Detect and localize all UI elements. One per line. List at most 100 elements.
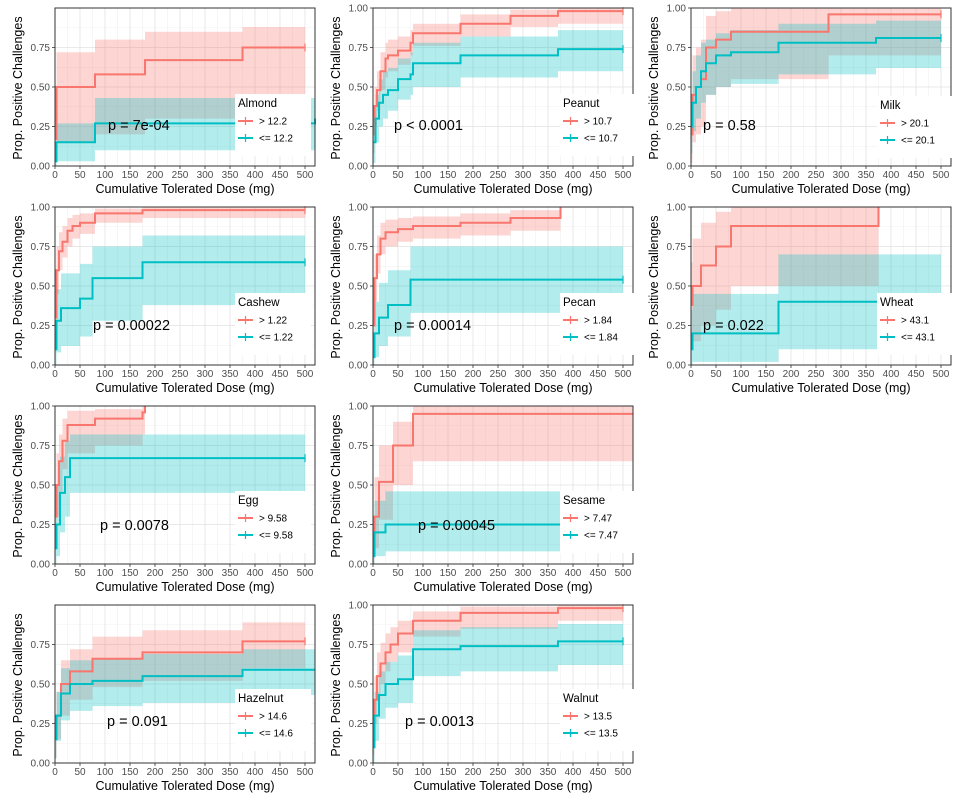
x-tick-label: 200 (147, 767, 164, 778)
survival-curve-low (373, 640, 623, 749)
x-axis-title: Cumulative Tolerated Dose (mg) (95, 381, 274, 395)
p-value-label: p < 0.0001 (394, 118, 463, 134)
legend-label: <= 43.1 (901, 333, 935, 344)
legend-label: <= 9.58 (259, 531, 293, 542)
y-tick-label: 0.00 (667, 162, 687, 173)
x-tick-label: 200 (783, 170, 800, 181)
x-tick-label: 400 (883, 369, 900, 380)
legend-label: > 43.1 (901, 316, 930, 327)
x-tick-label: 150 (122, 369, 139, 380)
y-tick-label: 1.00 (349, 601, 369, 612)
legend-label: <= 1.84 (584, 333, 618, 344)
legend-egg: Egg> 9.58 <= 9.58 (235, 491, 311, 553)
survival-curve-low (55, 668, 315, 741)
x-axis-title: Cumulative Tolerated Dose (mg) (95, 580, 274, 594)
legend-label: <= 1.22 (259, 333, 293, 344)
x-tick-label: 250 (808, 369, 825, 380)
x-tick-label: 100 (733, 369, 750, 380)
legend-milk: Milk> 20.1 <= 20.1 (877, 96, 953, 158)
survival-curve-low (691, 300, 941, 351)
legend-background (560, 293, 636, 355)
ci-band-high (373, 8, 623, 154)
survival-curve-low (55, 118, 316, 163)
survival-curve-high (55, 406, 146, 518)
legend-peanut: Peanut > 10.7 <= 10.7 (560, 94, 636, 156)
x-tick-label: 250 (172, 170, 189, 181)
x-tick-label: 400 (565, 767, 582, 778)
x-tick-label: 500 (615, 170, 632, 181)
legend-label: > 1.84 (584, 316, 613, 327)
survival-curve-low (373, 48, 623, 144)
y-tick-label: 0.50 (31, 481, 51, 492)
x-tick-label: 450 (590, 767, 607, 778)
survival-curve-high (691, 207, 880, 306)
legend-background (235, 689, 311, 751)
survival-curve-high (373, 207, 562, 327)
x-tick-label: 250 (172, 767, 189, 778)
y-tick-label: 0.50 (31, 680, 51, 691)
y-tick-label: 0.00 (31, 361, 51, 372)
x-tick-label: 450 (272, 568, 289, 579)
x-tick-label: 250 (172, 568, 189, 579)
x-tick-label: 250 (490, 170, 507, 181)
x-tick-label: 450 (272, 170, 289, 181)
y-tick-label: 1.00 (667, 4, 687, 15)
x-tick-label: 300 (833, 369, 850, 380)
x-tick-label: 500 (297, 369, 314, 380)
x-tick-label: 350 (540, 767, 557, 778)
x-tick-label: 0 (370, 568, 376, 579)
y-tick-label: 0.00 (349, 759, 369, 770)
legend-title: Cashew (238, 297, 280, 309)
legend-background (560, 94, 636, 156)
x-tick-label: 500 (297, 170, 314, 181)
x-tick-label: 350 (540, 369, 557, 380)
legend-background (560, 491, 636, 553)
x-tick-label: 50 (392, 568, 404, 579)
x-tick-label: 350 (540, 568, 557, 579)
x-tick-label: 100 (97, 767, 114, 778)
y-tick-label: 0.50 (31, 282, 51, 293)
ci-band-low (373, 623, 623, 763)
legend-cashew: Cashew > 1.22 <= 1.22 (235, 293, 311, 355)
ci-band-high (55, 622, 305, 759)
x-tick-label: 450 (908, 369, 925, 380)
x-tick-label: 450 (590, 568, 607, 579)
y-axis-title: Prop. Positive Challenges (329, 215, 343, 358)
survival-curve-low (691, 37, 941, 128)
x-tick-label: 50 (74, 369, 86, 380)
y-tick-label: 0.75 (349, 441, 369, 452)
x-tick-label: 400 (247, 568, 264, 579)
legend-title: Pecan (563, 297, 596, 309)
legend-label: > 13.5 (584, 712, 613, 723)
legend-title: Peanut (563, 98, 600, 110)
x-tick-label: 250 (172, 369, 189, 380)
legend-label: > 20.1 (901, 119, 930, 130)
legend-sesame: Sesame > 7.47 <= 7.47 (560, 491, 636, 553)
ci-band-low (55, 434, 305, 564)
ci-band-high (55, 406, 145, 549)
x-tick-label: 450 (908, 170, 925, 181)
x-tick-label: 0 (52, 170, 58, 181)
x-tick-label: 200 (465, 170, 482, 181)
y-axis-title: Prop. Positive Challenges (329, 613, 343, 756)
x-tick-label: 400 (565, 170, 582, 181)
legend-background (877, 293, 953, 355)
y-tick-label: 0.75 (667, 43, 687, 54)
x-tick-label: 350 (858, 369, 875, 380)
y-tick-label: 0.25 (31, 321, 51, 332)
legend-almond: Almond > 12.2 <= 12.2 (235, 94, 311, 156)
x-tick-label: 300 (833, 170, 850, 181)
y-tick-label: 0.25 (349, 321, 369, 332)
survival-curve-low (373, 278, 623, 359)
legend-title: Almond (238, 98, 277, 110)
ci-band-high (691, 207, 879, 350)
x-tick-label: 500 (933, 369, 950, 380)
y-tick-label: 0.50 (349, 680, 369, 691)
y-tick-label: 0.25 (31, 122, 51, 133)
legend-background (877, 96, 953, 158)
panel-cashew: 0 50 100 150 200 250 300 350 400 450 500 0.00 0.25 0.… (11, 203, 316, 395)
x-tick-label: 500 (297, 767, 314, 778)
x-tick-label: 50 (392, 767, 404, 778)
x-tick-label: 150 (122, 170, 139, 181)
